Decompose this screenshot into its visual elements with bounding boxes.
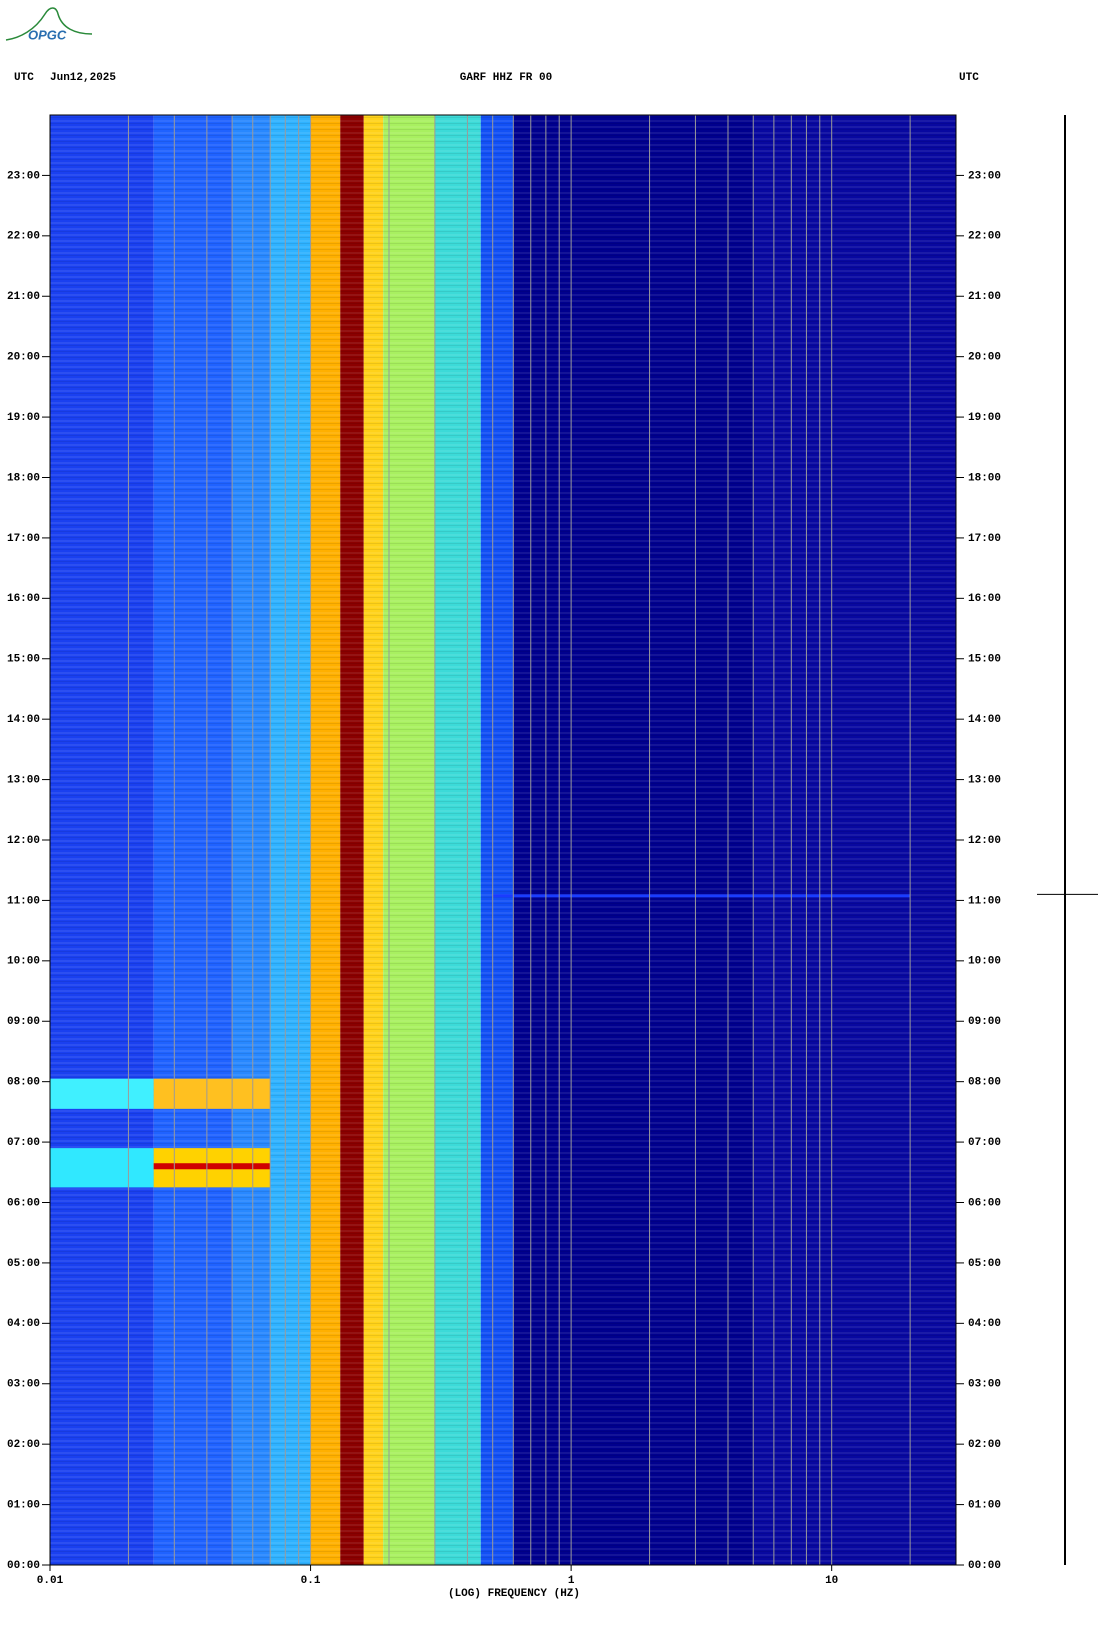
y-tick-label-right: 12:00 — [968, 835, 1001, 847]
left-label: UTC — [14, 72, 34, 84]
y-tick-label-right: 23:00 — [968, 170, 1001, 182]
texture — [50, 115, 956, 1565]
right-label: UTC — [959, 72, 979, 84]
x-axis-label: (LOG) FREQUENCY (HZ) — [448, 1588, 580, 1600]
y-tick-label: 01:00 — [7, 1499, 40, 1511]
y-tick-label: 02:00 — [7, 1439, 40, 1451]
y-tick-label-right: 06:00 — [968, 1197, 1001, 1209]
y-tick-label-right: 05:00 — [968, 1258, 1001, 1270]
y-tick-label: 09:00 — [7, 1016, 40, 1028]
event — [153, 1163, 271, 1170]
y-tick-label: 04:00 — [7, 1318, 40, 1330]
logo: OPGC — [28, 27, 67, 42]
y-tick-label-right: 22:00 — [968, 231, 1001, 243]
y-tick-label: 19:00 — [7, 412, 40, 424]
y-tick-label-right: 01:00 — [968, 1499, 1001, 1511]
y-tick-label-right: 02:00 — [968, 1439, 1001, 1451]
y-tick-label: 20:00 — [7, 352, 40, 364]
chart-title: GARF HHZ FR 00 — [460, 72, 552, 84]
y-tick-label-right: 17:00 — [968, 533, 1001, 545]
y-tick-label: 13:00 — [7, 774, 40, 786]
x-tick-label: 0.01 — [37, 1575, 64, 1587]
y-tick-label-right: 09:00 — [968, 1016, 1001, 1028]
y-tick-label: 16:00 — [7, 593, 40, 605]
y-tick-label: 06:00 — [7, 1197, 40, 1209]
y-tick-label: 07:00 — [7, 1137, 40, 1149]
plot — [49, 114, 957, 1566]
event — [50, 1078, 154, 1109]
y-tick-label: 11:00 — [7, 895, 40, 907]
y-tick-label-right: 04:00 — [968, 1318, 1001, 1330]
y-tick-label: 21:00 — [7, 291, 40, 303]
y-tick-label-right: 18:00 — [968, 472, 1001, 484]
x-tick-label: 1 — [568, 1575, 575, 1587]
y-tick-label-right: 16:00 — [968, 593, 1001, 605]
y-tick-label-right: 14:00 — [968, 714, 1001, 726]
y-tick-label-right: 21:00 — [968, 291, 1001, 303]
y-tick-label: 15:00 — [7, 654, 40, 666]
y-tick-label-right: 15:00 — [968, 654, 1001, 666]
event — [153, 1078, 271, 1109]
y-tick-label-right: 20:00 — [968, 352, 1001, 364]
y-tick-label: 17:00 — [7, 533, 40, 545]
x-tick-label: 0.1 — [301, 1575, 321, 1587]
y-tick-label-right: 13:00 — [968, 774, 1001, 786]
y-tick-label: 10:00 — [7, 956, 40, 968]
y-tick-label: 03:00 — [7, 1379, 40, 1391]
y-tick-label-right: 07:00 — [968, 1137, 1001, 1149]
x-tick-label: 10 — [825, 1575, 838, 1587]
y-tick-label: 23:00 — [7, 170, 40, 182]
y-tick-label: 12:00 — [7, 835, 40, 847]
event — [50, 1148, 154, 1188]
y-tick-label: 08:00 — [7, 1077, 40, 1089]
date: Jun12,2025 — [50, 72, 116, 84]
y-tick-label-right: 19:00 — [968, 412, 1001, 424]
y-tick-label: 14:00 — [7, 714, 40, 726]
y-tick-label: 22:00 — [7, 231, 40, 243]
y-tick-label-right: 03:00 — [968, 1379, 1001, 1391]
y-tick-label: 05:00 — [7, 1258, 40, 1270]
event — [492, 894, 911, 898]
y-tick-label: 18:00 — [7, 472, 40, 484]
y-tick-label: 00:00 — [7, 1560, 40, 1572]
y-tick-label-right: 10:00 — [968, 956, 1001, 968]
y-tick-label-right: 11:00 — [968, 895, 1001, 907]
y-tick-label-right: 00:00 — [968, 1560, 1001, 1572]
y-tick-label-right: 08:00 — [968, 1077, 1001, 1089]
logo-curve — [5, 7, 93, 41]
